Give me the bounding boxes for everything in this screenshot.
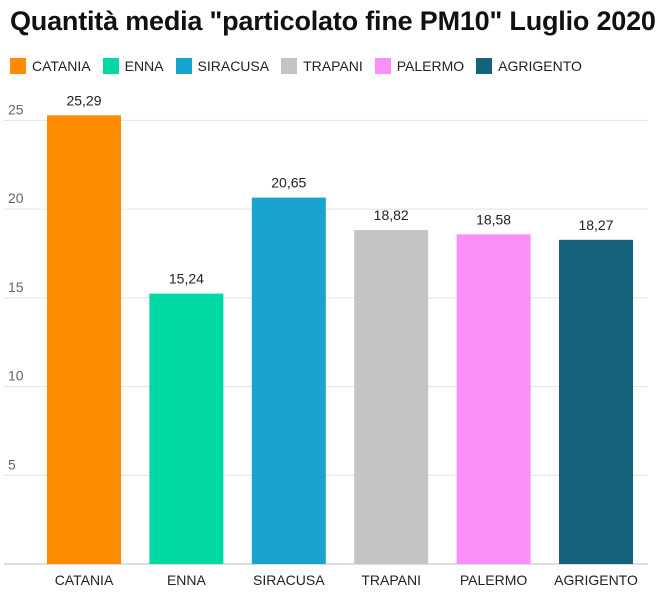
legend-label: PALERMO bbox=[396, 58, 465, 74]
x-tick-label: PALERMO bbox=[460, 572, 528, 588]
y-tick-label: 15 bbox=[8, 279, 24, 295]
legend-label: SIRACUSA bbox=[197, 58, 270, 74]
legend-swatch bbox=[281, 58, 298, 74]
x-tick-label: ENNA bbox=[167, 572, 207, 588]
legend-item: AGRIGENTO bbox=[476, 58, 582, 74]
legend-item: TRAPANI bbox=[281, 58, 363, 74]
data-label: 18,82 bbox=[374, 207, 409, 223]
y-tick-label: 5 bbox=[8, 456, 16, 472]
legend-swatch bbox=[476, 58, 493, 74]
x-tick-label: TRAPANI bbox=[361, 572, 421, 588]
bar bbox=[456, 234, 531, 564]
data-label: 20,65 bbox=[271, 175, 306, 191]
data-label: 15,24 bbox=[169, 271, 204, 287]
legend-item: SIRACUSA bbox=[175, 58, 270, 74]
bar bbox=[354, 230, 429, 564]
legend-item: ENNA bbox=[102, 58, 164, 74]
legend-label: ENNA bbox=[124, 58, 164, 74]
bar bbox=[559, 239, 633, 564]
legend-label: CATANIA bbox=[32, 58, 91, 74]
data-label: 18,58 bbox=[476, 211, 511, 227]
legend-swatch bbox=[10, 58, 26, 74]
legend-item: CATANIA bbox=[10, 58, 91, 74]
data-label: 18,27 bbox=[578, 217, 613, 233]
bar bbox=[149, 293, 224, 564]
x-tick-label: CATANIA bbox=[55, 572, 114, 588]
legend-swatch bbox=[175, 58, 192, 74]
legend: CATANIA ENNA SIRACUSA TRAPANI PALERMO AGRIGEN… bbox=[10, 58, 582, 74]
data-label: 25,29 bbox=[66, 92, 101, 108]
legend-label: TRAPANI bbox=[303, 58, 363, 74]
legend-item: PALERMO bbox=[374, 58, 465, 74]
y-tick-label: 20 bbox=[8, 190, 24, 206]
bar bbox=[251, 197, 326, 564]
x-tick-label: SIRACUSA bbox=[253, 572, 325, 588]
legend-swatch bbox=[102, 58, 119, 74]
x-tick-label: AGRIGENTO bbox=[554, 572, 638, 588]
y-tick-label: 10 bbox=[8, 368, 24, 384]
legend-swatch bbox=[374, 58, 391, 74]
bar bbox=[47, 115, 121, 564]
legend-label: AGRIGENTO bbox=[498, 58, 582, 74]
y-tick-label: 25 bbox=[8, 101, 24, 117]
chart-title: Quantità media "particolato fine PM10" L… bbox=[10, 6, 656, 36]
